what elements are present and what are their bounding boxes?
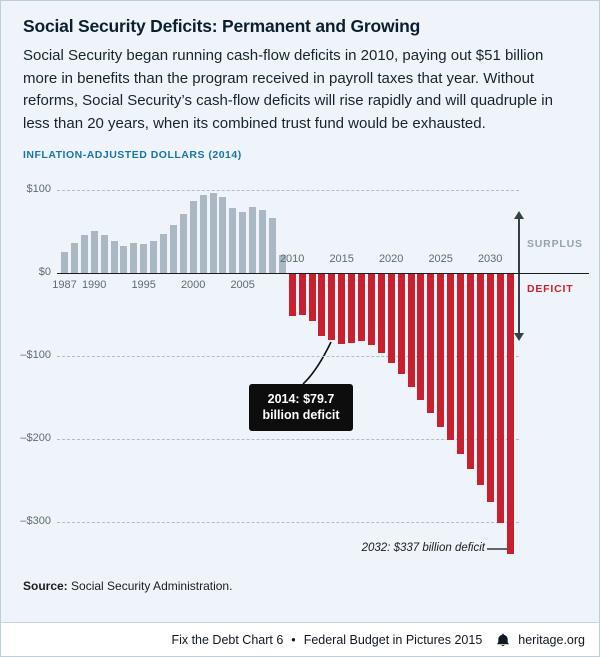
bar-2019: [377, 274, 385, 353]
bar-1991: [100, 234, 108, 273]
bar-2023: [417, 274, 425, 401]
bar-2018: [367, 274, 375, 346]
x-tick-label-1987: 1987: [52, 279, 77, 291]
source-label: Source:: [23, 579, 68, 593]
bar-1997: [160, 233, 167, 273]
x-tick-label-1990: 1990: [81, 279, 107, 291]
bar-2028: [466, 274, 474, 470]
page-title: Social Security Deficits: Permanent and …: [23, 16, 421, 36]
bar-2010: [288, 274, 296, 317]
x-tick-label-1995: 1995: [131, 279, 156, 291]
footer-publication: Federal Budget in Pictures 2015: [303, 632, 483, 647]
bar-2001: [199, 194, 207, 273]
y-tick-label: $100: [26, 183, 51, 195]
y-tick-label: –$200: [20, 432, 51, 444]
gridline: [57, 190, 519, 191]
bar-1989: [80, 234, 88, 273]
surplus-deficit-indicator: SURPLUS DEFICIT: [513, 211, 597, 341]
bar-2024: [427, 274, 435, 414]
callout-2014: 2014: $79.7 billion deficit: [249, 384, 353, 431]
bar-1996: [150, 240, 158, 273]
footer-site-link[interactable]: heritage.org: [518, 632, 585, 647]
gridline: [57, 439, 519, 440]
bar-1998: [169, 224, 177, 273]
bar-2029: [476, 274, 484, 485]
bar-2002: [209, 193, 217, 273]
bar-2030: [486, 274, 494, 503]
arrow-down-icon: [514, 333, 524, 341]
bar-2014: [328, 274, 336, 341]
header: Social Security Deficits: Permanent and …: [1, 1, 599, 161]
x-tick-label-2015: 2015: [329, 253, 354, 265]
bar-2006: [249, 207, 257, 273]
bar-1987: [61, 252, 68, 273]
bar-1994: [130, 243, 138, 273]
bar-2007: [259, 209, 266, 273]
bar-2027: [457, 274, 464, 455]
x-tick-label-2020: 2020: [378, 253, 404, 265]
bar-1990: [90, 230, 98, 273]
chart-description: Social Security began running cash-flow …: [23, 47, 553, 132]
bar-2022: [407, 274, 415, 387]
bar-2008: [268, 218, 276, 273]
bar-2021: [397, 274, 405, 375]
bar-1995: [140, 243, 148, 273]
y-tick-label: –$100: [20, 349, 51, 361]
x-tick-label-2025: 2025: [428, 253, 453, 265]
bar-2005: [239, 212, 247, 273]
plot-area: 2014: $79.7 billion deficit 2032: $337 b…: [20, 177, 599, 569]
bar-1999: [179, 214, 187, 273]
arrow-up-icon: [514, 211, 524, 219]
bar-2009: [278, 254, 286, 273]
bar-2000: [189, 200, 197, 273]
source-text: Social Security Administration.: [67, 579, 233, 593]
bar-2031: [496, 274, 504, 523]
y-tick-label: –$300: [20, 515, 51, 527]
heritage-bell-icon: [497, 633, 510, 646]
gridline: [57, 356, 519, 357]
units-label: INFLATION-ADJUSTED DOLLARS (2014): [23, 149, 242, 161]
bar-2015: [338, 274, 346, 344]
zero-baseline: [57, 273, 589, 274]
bar-1988: [70, 243, 78, 273]
deficit-label: DEFICIT: [527, 283, 574, 295]
bar-2016: [348, 274, 356, 343]
footer-chart-ref: Fix the Debt Chart 6: [171, 632, 284, 647]
footer-separator: •: [291, 632, 296, 647]
gridline: [57, 522, 519, 523]
x-tick-label-2000: 2000: [180, 279, 206, 291]
surplus-label: SURPLUS: [527, 238, 583, 250]
x-tick-label-2010: 2010: [279, 253, 305, 265]
x-tick-label-2030: 2030: [477, 253, 503, 265]
bar-2032: [506, 274, 514, 554]
footer: Fix the Debt Chart 6 • Federal Budget in…: [1, 622, 599, 656]
bar-2026: [447, 274, 455, 440]
indicator-axis-line: [518, 218, 520, 334]
bar-2004: [229, 208, 237, 273]
y-tick-label: $0: [38, 266, 51, 278]
x-tick-label-2005: 2005: [230, 279, 255, 291]
source-line: Source: Social Security Administration.: [23, 579, 599, 593]
bar-2025: [437, 274, 445, 427]
bar-2003: [219, 197, 227, 273]
bar-2012: [308, 274, 316, 322]
bar-2013: [318, 274, 326, 337]
bar-1992: [110, 240, 118, 273]
bar-2017: [358, 274, 365, 342]
annotation-2032: 2032: $337 billion deficit: [361, 542, 485, 554]
bar-2020: [387, 274, 395, 363]
bar-2011: [298, 274, 306, 315]
bar-1993: [120, 245, 128, 273]
